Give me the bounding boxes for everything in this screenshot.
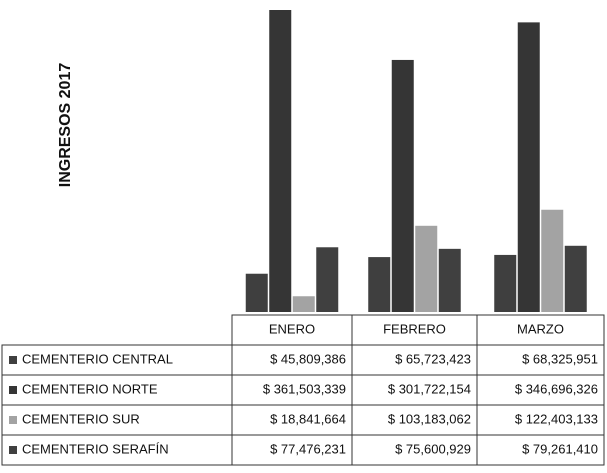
value-label: $ 346,696,326	[515, 381, 598, 396]
legend-label: CEMENTERIO NORTE	[22, 381, 158, 396]
x-tick-label: MARZO	[517, 321, 564, 336]
value-label: $ 361,503,339	[263, 381, 346, 396]
value-label: $ 301,722,154	[388, 381, 471, 396]
legend-label: CEMENTERIO CENTRAL	[22, 351, 173, 366]
bar	[564, 245, 587, 312]
bar	[316, 247, 339, 312]
legend-marker	[9, 356, 17, 364]
value-label: $ 45,809,386	[270, 351, 346, 366]
bar	[494, 254, 517, 312]
bar	[415, 225, 438, 312]
value-label: $ 18,841,664	[270, 411, 346, 426]
value-label: $ 65,723,423	[395, 351, 471, 366]
x-tick-label: ENERO	[269, 321, 315, 336]
bar	[391, 59, 414, 312]
value-label: $ 68,325,951	[522, 351, 598, 366]
bar	[438, 248, 461, 312]
value-label: $ 103,183,062	[388, 411, 471, 426]
legend-label: CEMENTERIO SERAFÍN	[22, 441, 169, 456]
bar	[269, 10, 292, 312]
bar	[368, 257, 391, 312]
value-label: $ 77,476,231	[270, 441, 346, 456]
table-cell	[476, 434, 605, 466]
value-label: $ 75,600,929	[395, 441, 471, 456]
bar	[245, 273, 268, 312]
value-label: $ 79,261,410	[522, 441, 598, 456]
legend-marker	[9, 386, 17, 394]
bar	[517, 22, 540, 313]
value-label: $ 122,403,133	[515, 411, 598, 426]
legend-label: CEMENTERIO SUR	[22, 411, 140, 426]
legend-marker	[9, 446, 17, 454]
legend-marker	[9, 416, 17, 424]
bar	[541, 209, 564, 312]
bar	[292, 296, 315, 312]
chart-title: INGRESOS 2017	[57, 63, 74, 188]
x-tick-label: FEBRERO	[383, 321, 446, 336]
